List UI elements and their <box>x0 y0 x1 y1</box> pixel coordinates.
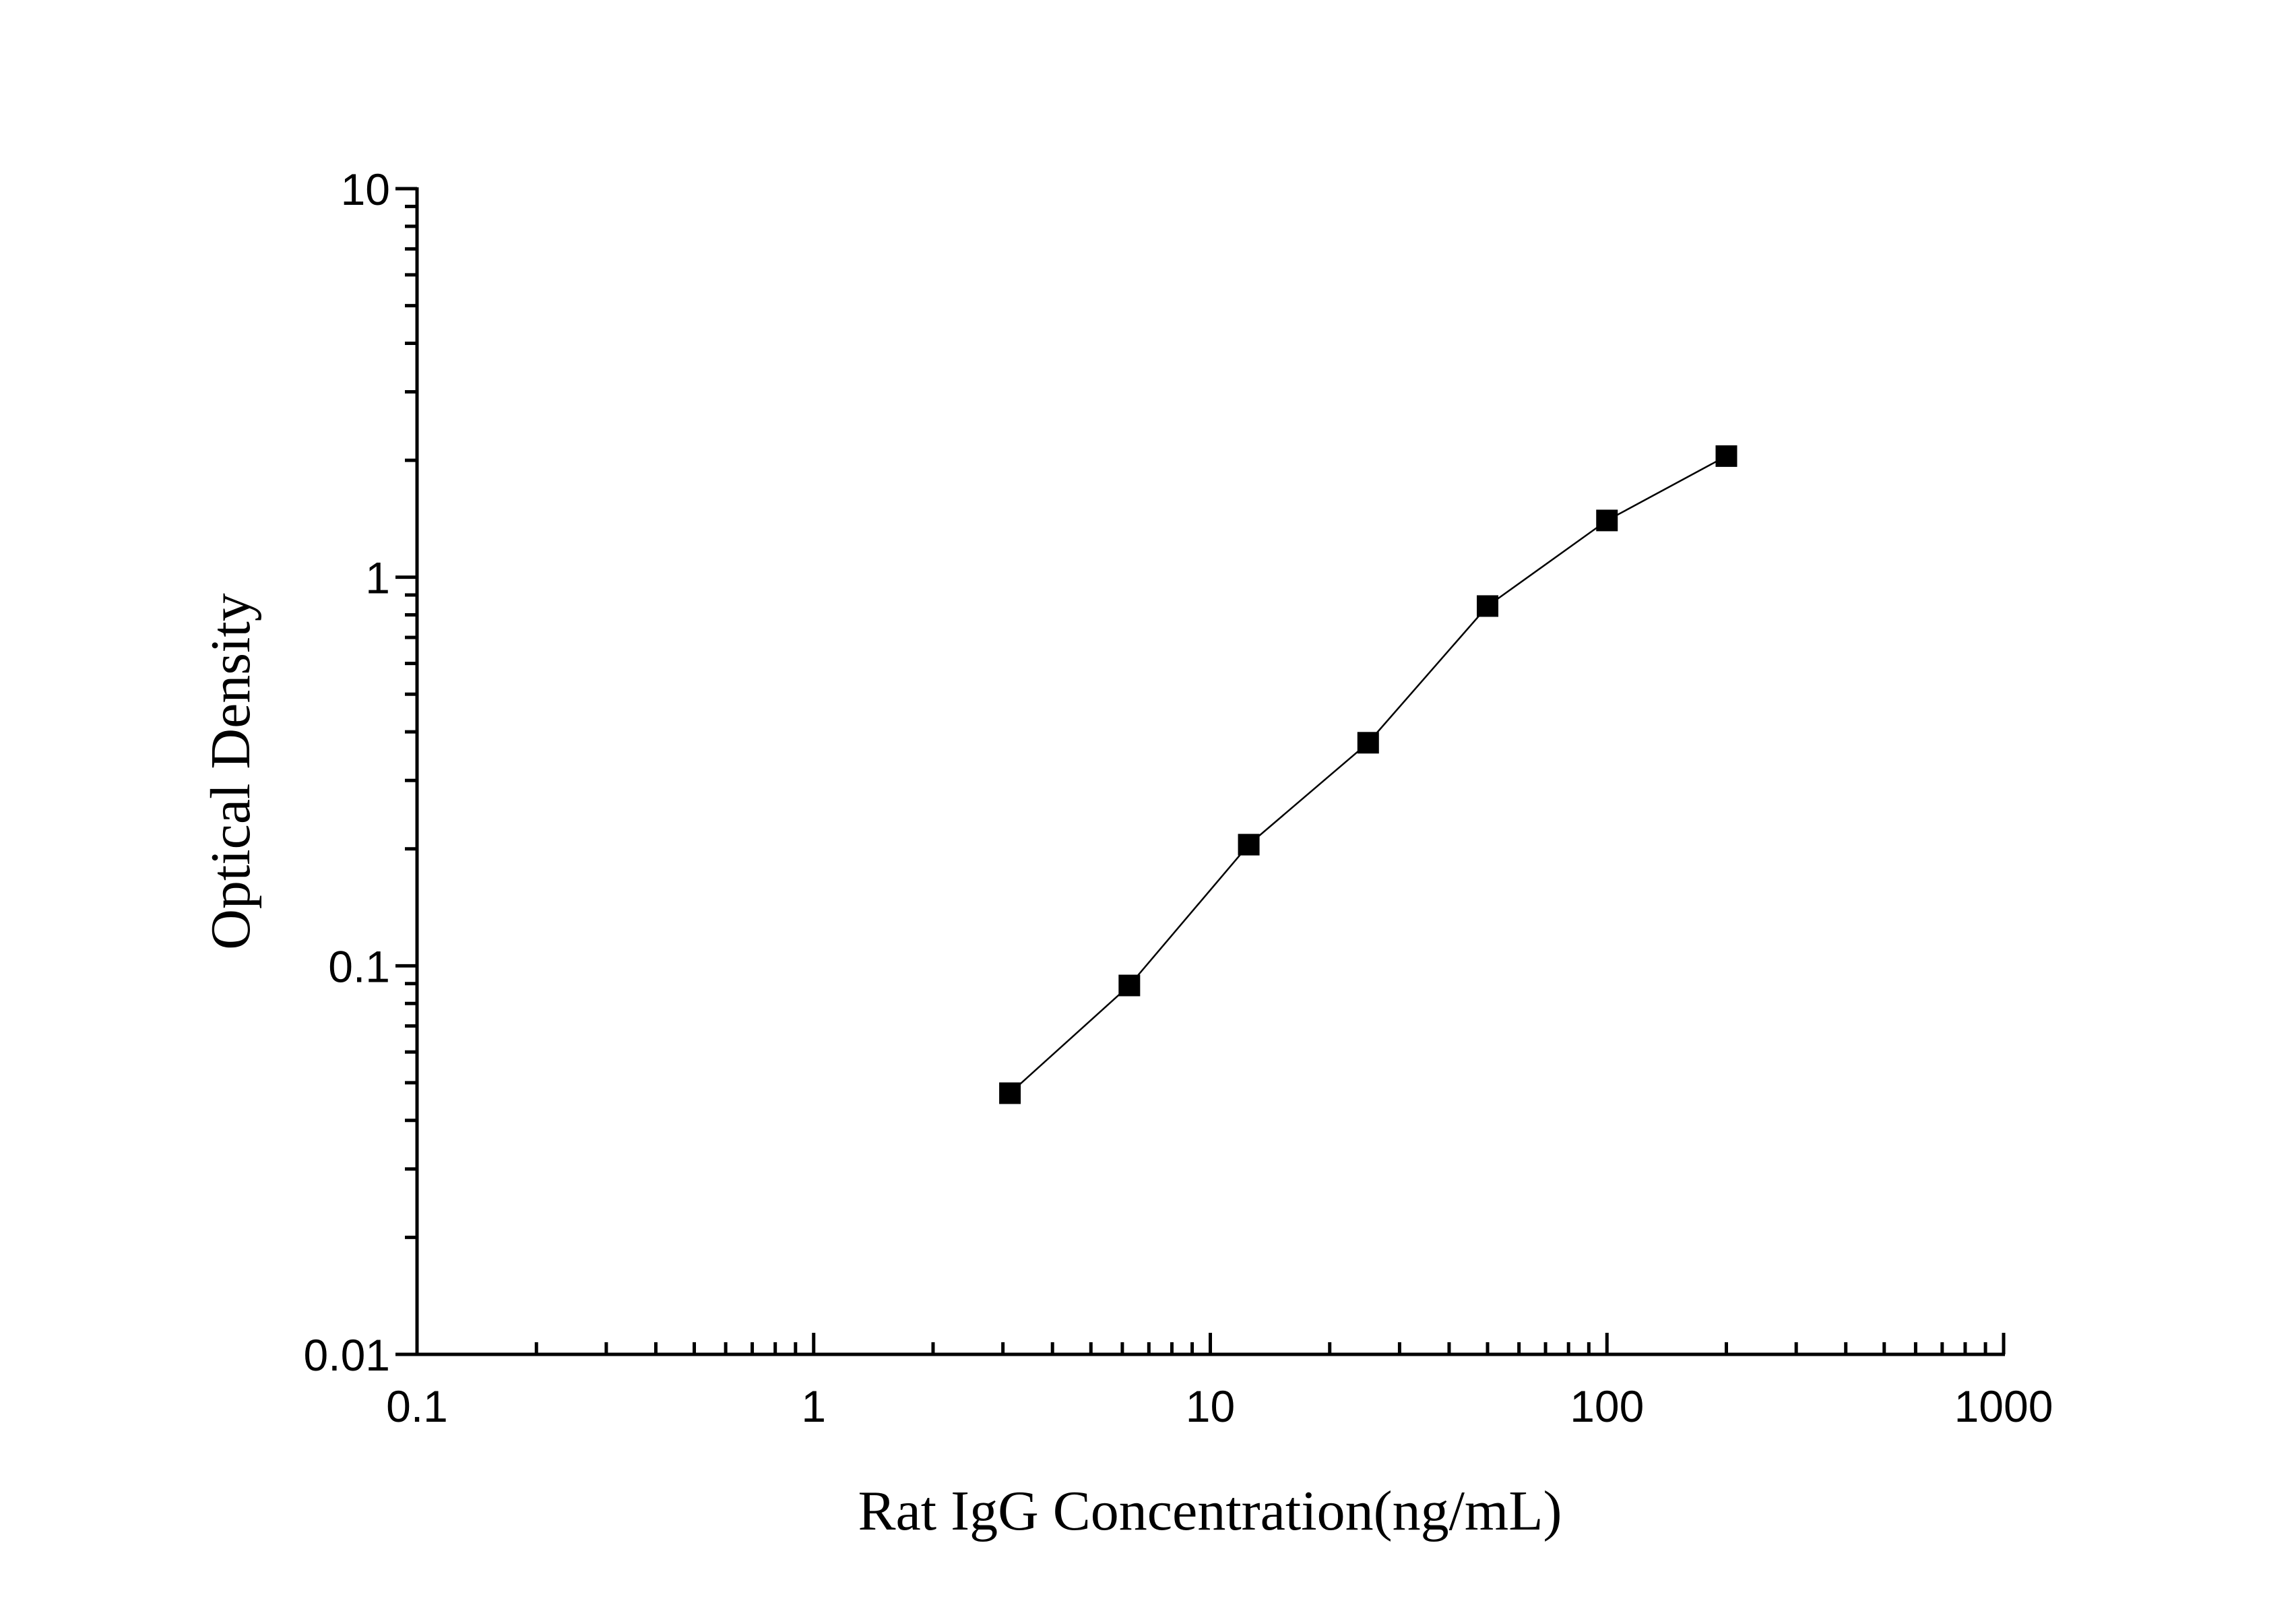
y-tick-label: 1 <box>365 553 390 603</box>
marker <box>1596 509 1618 532</box>
y-tick-label: 0.01 <box>304 1330 390 1380</box>
series-line <box>1009 455 1727 1094</box>
x-axis-title: Rat IgG Concentration(ng/mL) <box>858 1480 1562 1542</box>
x-tick-label: 100 <box>1570 1381 1644 1431</box>
x-tick-label: 0.1 <box>386 1381 448 1431</box>
marker <box>1238 834 1260 856</box>
y-tick-label: 10 <box>341 164 390 214</box>
x-tick-label: 10 <box>1186 1381 1235 1431</box>
marker <box>999 1082 1021 1104</box>
y-tick-label: 0.1 <box>328 941 390 991</box>
marker <box>1118 974 1141 997</box>
marker <box>1477 595 1499 617</box>
marker <box>1715 445 1737 467</box>
y-axis-title: Optical Density <box>199 593 262 950</box>
x-tick-label: 1 <box>801 1381 826 1431</box>
x-tick-label: 1000 <box>1954 1381 2053 1431</box>
marker <box>1357 732 1379 754</box>
